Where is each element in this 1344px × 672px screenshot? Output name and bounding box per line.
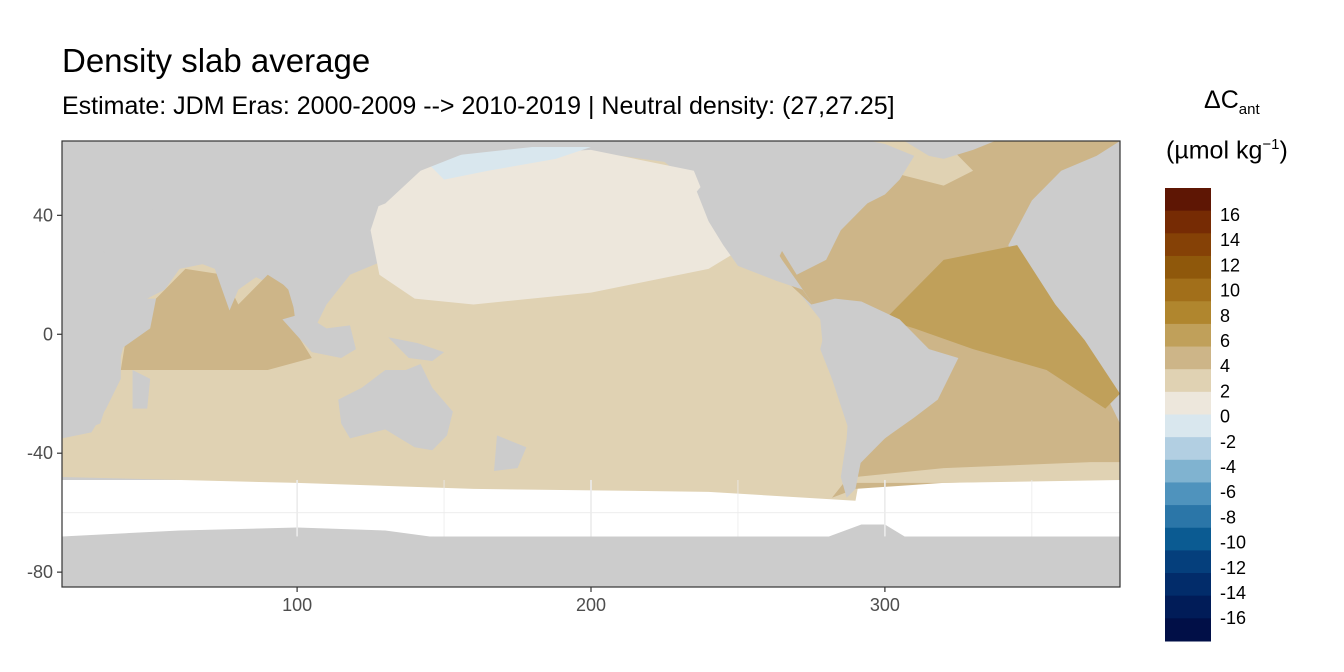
south-america [811, 298, 959, 498]
colorbar-tick-label: 2 [1220, 381, 1230, 401]
map-panel [62, 141, 1120, 587]
legend-title-line2: (µmol kg−1) [1166, 136, 1288, 165]
tropical-atlantic-region [884, 245, 1120, 409]
colorbar-swatch [1165, 482, 1211, 506]
colorbar [1165, 188, 1211, 642]
colorbar-swatch [1165, 255, 1211, 280]
greenland [904, 141, 996, 159]
colorbar-tick-label: -2 [1220, 432, 1236, 452]
madagascar [132, 369, 151, 409]
colorbar-swatch [1165, 391, 1211, 415]
x-tick-label: 300 [870, 595, 900, 615]
colorbar-swatch [1165, 595, 1211, 619]
chart-subtitle: Estimate: JDM Eras: 2000-2009 --> 2010-2… [62, 92, 895, 120]
colorbar-swatch [1165, 278, 1211, 302]
colorbar-swatch [1165, 188, 1211, 212]
north-america [693, 141, 915, 311]
chart-title: Density slab average [62, 42, 371, 79]
colorbar-swatch [1165, 459, 1211, 483]
map-gridlines [62, 479, 1120, 537]
x-tick-label: 100 [282, 595, 312, 615]
colorbar-swatch [1165, 550, 1211, 574]
y-tick-label: 40 [33, 205, 53, 225]
colorbar-swatch [1165, 346, 1211, 370]
eurasia [97, 141, 518, 332]
colorbar-tick-label: 8 [1220, 306, 1230, 326]
y-tick-label: -80 [27, 562, 53, 582]
colorbar-tick-label: -16 [1220, 608, 1246, 628]
y-tick-label: -40 [27, 443, 53, 463]
colorbar-swatch [1165, 233, 1211, 257]
australia [338, 364, 453, 451]
colorbar-tick-label: -10 [1220, 533, 1246, 553]
north-indian-region [120, 268, 312, 370]
colorbar-swatch [1165, 414, 1211, 438]
colorbar-labels: 16 14 12 10 8 6 4 2 0 -2 -4 -6 -8 -10 -12 -14 -16 [1220, 205, 1246, 628]
colorbar-tick-label: -14 [1220, 583, 1246, 603]
new-zealand [494, 435, 527, 472]
colorbar-tick-label: -6 [1220, 482, 1236, 502]
colorbar-tick-label: 6 [1220, 331, 1230, 351]
new-guinea [388, 337, 445, 362]
colorbar-swatch [1165, 437, 1211, 461]
south-indian-region [106, 393, 342, 454]
maritime-continent [282, 313, 356, 359]
colorbar-swatch [1165, 505, 1211, 529]
y-tick-label: 0 [43, 324, 53, 344]
colorbar-tick-label: 12 [1220, 255, 1240, 275]
colorbar-tick-label: -12 [1220, 558, 1246, 578]
colorbar-swatch [1165, 210, 1211, 234]
south-atlantic-band [855, 462, 1120, 483]
colorbar-swatch [1165, 369, 1211, 393]
africa [62, 245, 157, 439]
colorbar-tick-label: 10 [1220, 281, 1240, 301]
colorbar-tick-label: 14 [1220, 230, 1240, 250]
colorbar-tick-label: 16 [1220, 205, 1240, 225]
colorbar-tick-label: -4 [1220, 457, 1236, 477]
bering-sea [423, 146, 591, 180]
colorbar-swatch [1165, 527, 1211, 551]
north-pacific-region [355, 149, 738, 305]
colorbar-swatch [1165, 573, 1211, 597]
colorbar-swatch [1165, 301, 1211, 325]
colorbar-tick-label: 0 [1220, 407, 1230, 427]
colorbar-tick-label: 4 [1220, 356, 1230, 376]
antarctica [62, 536, 1120, 587]
x-tick-label: 200 [576, 595, 606, 615]
colorbar-tick-label: -8 [1220, 507, 1236, 527]
antarctic-coast [62, 524, 1120, 558]
legend-title-line1: ΔCant [1204, 86, 1260, 118]
colorbar-swatch [1165, 618, 1211, 642]
colorbar-swatch [1165, 323, 1211, 348]
